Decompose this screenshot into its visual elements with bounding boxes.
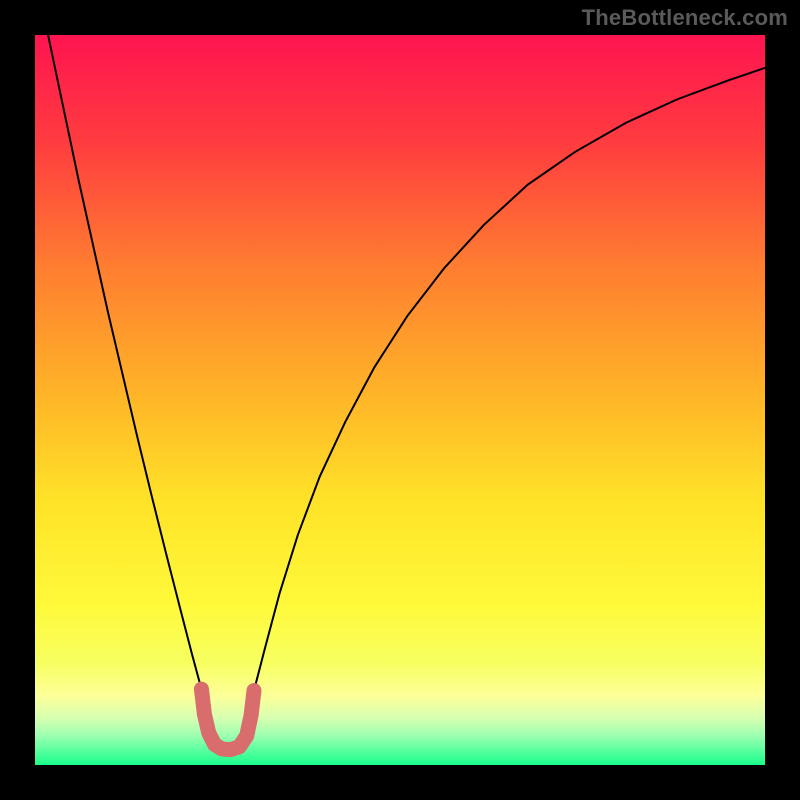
gradient-background [35,35,765,765]
bottleneck-chart [35,35,765,765]
watermark-label: TheBottleneck.com [582,5,788,31]
chart-outer-frame: TheBottleneck.com [0,0,800,800]
